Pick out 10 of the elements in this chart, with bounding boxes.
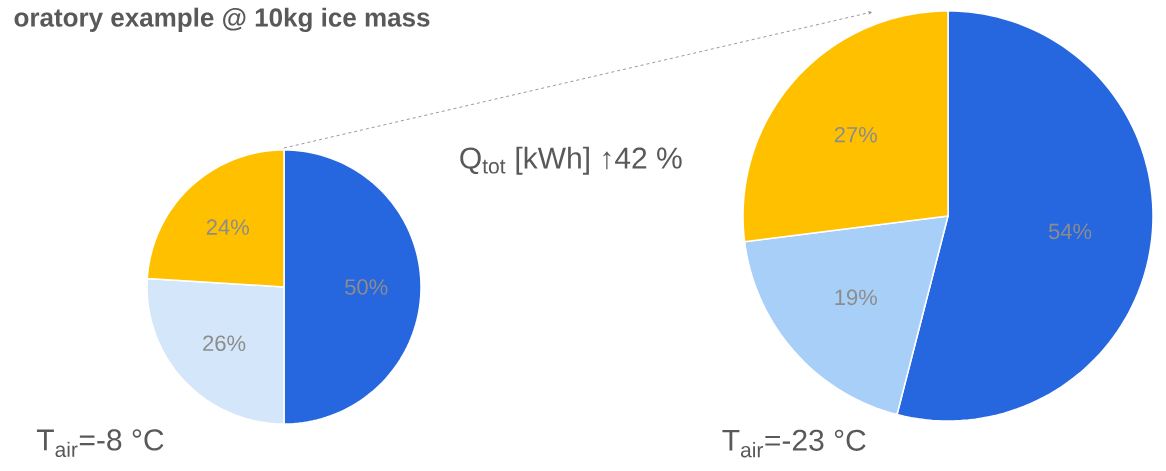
- chart-title: oratory example @ 10kg ice mass: [14, 7, 430, 33]
- data-label: 27%: [834, 126, 877, 143]
- text: Q$_{tot}$ [kWh] ↑42 %: [460, 146, 682, 175]
- data-label: 19%: [835, 289, 877, 306]
- text: T$_{air}$=-8 °C: [36, 429, 164, 458]
- data-label: 54%: [1048, 223, 1092, 240]
- text: T$_{air}$=-23 °C: [722, 429, 866, 458]
- data-label: 24%: [206, 219, 249, 235]
- data-label: 26%: [203, 335, 246, 352]
- data-label: 50%: [345, 279, 388, 295]
